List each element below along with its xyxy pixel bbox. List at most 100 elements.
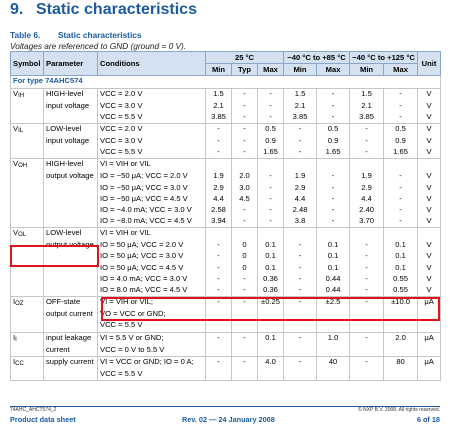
type-row: For type 74AHC574: [9, 75, 442, 89]
parameter-cell: input voltage: [43, 135, 98, 148]
unit-cell: V: [417, 111, 442, 124]
header-min: Min: [349, 63, 385, 77]
header-symbol: Symbol: [10, 50, 44, 77]
unit-cell: V: [417, 251, 442, 263]
symbol: I: [13, 356, 16, 366]
min-125-cell: -: [349, 147, 385, 159]
max-125-cell: -: [383, 171, 419, 183]
min-125-cell: 4.4: [349, 193, 385, 205]
min-85-cell: 1.9: [283, 171, 318, 183]
header-max: Max: [316, 63, 351, 77]
symbol-cell: VOH: [10, 158, 44, 172]
min-85-cell: 2.48: [283, 204, 318, 217]
symbol-cell: [10, 204, 44, 217]
symbol-cell: VOL: [10, 227, 44, 241]
max-25-cell: -: [257, 100, 285, 112]
header-max: Max: [383, 63, 419, 77]
section-heading: 9. Static characteristics: [10, 1, 197, 19]
max-125-cell: 2.0: [383, 331, 419, 345]
header-row-1: Symbol Parameter Conditions 25 °C −40 °C…: [10, 50, 442, 77]
conditions-cell: IO = 50 μA; VCC = 4.5 V: [97, 262, 206, 274]
symbol-subscript: OH: [18, 163, 28, 170]
symbol-cell: [10, 262, 44, 274]
unit-cell: V: [417, 171, 442, 183]
symbol: V: [13, 228, 19, 238]
symbol-cell: ICC: [10, 355, 44, 369]
min-25-cell: 3.94: [205, 216, 232, 228]
symbol-cell: [10, 100, 44, 112]
parameter-cell: [43, 216, 98, 228]
max-125-cell: 0.55: [383, 273, 419, 285]
conditions-cell: VI = VIH or VIL;: [97, 296, 206, 310]
min-25-cell: -: [205, 273, 232, 285]
table-row: input voltage VCC = 3.0 V 2.1- -2.1-2.1- V: [10, 100, 442, 112]
max-25-cell: -: [257, 182, 285, 194]
typ-25-cell: -: [231, 331, 258, 345]
footer-page-number: 6 of 18: [416, 415, 440, 424]
table-row: output voltage IO = −50 μA; VCC = 2.0 V 1.…: [10, 171, 442, 183]
header-unit: Unit: [417, 50, 442, 77]
unit-cell: [417, 344, 442, 357]
conditions-cell: VI = VIH or VIL: [97, 227, 206, 241]
typ-25-cell: -: [231, 111, 258, 124]
min-85-cell: [283, 227, 318, 241]
min-85-cell: 3.8: [283, 216, 318, 228]
max-85-cell: -: [316, 171, 351, 183]
unit-cell: V: [417, 182, 442, 194]
min-125-cell: 2.9: [349, 182, 385, 194]
symbol-subscript: CC: [15, 360, 24, 367]
min-85-cell: -: [283, 240, 318, 252]
min-25-cell: [205, 344, 232, 357]
symbol: V: [13, 123, 19, 133]
min-125-cell: [349, 320, 385, 333]
doc-id: 74AHC_AHCT574_2: [10, 407, 57, 413]
typ-25-cell: 0: [231, 251, 258, 263]
max-85-cell: 0.44: [316, 285, 351, 297]
min-25-cell: 2.58: [205, 204, 232, 217]
min-125-cell: -: [349, 122, 385, 136]
min-125-cell: 2.1: [349, 100, 385, 112]
symbol-cell: [10, 171, 44, 183]
conditions-cell: VCC = 5.5 V: [97, 147, 206, 159]
min-25-cell: [205, 309, 232, 321]
min-125-cell: [349, 368, 385, 381]
min-85-cell: -: [283, 262, 318, 274]
min-25-cell: 3.85: [205, 111, 232, 124]
unit-cell: V: [417, 87, 442, 101]
max-125-cell: -: [383, 100, 419, 112]
typ-25-cell: [231, 344, 258, 357]
symbol-subscript: I: [15, 336, 17, 343]
max-25-cell: 1.65: [257, 147, 285, 159]
typ-25-cell: -: [231, 296, 258, 310]
conditions-cell: VCC = 5.5 V: [97, 111, 206, 124]
symbol-subscript: IL: [18, 127, 24, 134]
max-125-cell: 0.55: [383, 285, 419, 297]
typ-25-cell: 4.5: [231, 193, 258, 205]
conditions-cell: IO = 50 μA; VCC = 3.0 V: [97, 251, 206, 263]
parameter-cell: output voltage: [43, 171, 98, 183]
max-85-cell: 0.1: [316, 251, 351, 263]
min-85-cell: [283, 368, 318, 381]
symbol-cell: [10, 147, 44, 159]
symbol-subscript: OL: [18, 232, 27, 239]
min-125-cell: 3.85: [349, 111, 385, 124]
parameter-cell: input voltage: [43, 100, 98, 112]
min-85-cell: -: [283, 135, 318, 148]
conditions-cell: IO = −50 μA; VCC = 3.0 V: [97, 182, 206, 194]
min-25-cell: 1.5: [205, 87, 232, 101]
min-125-cell: [349, 158, 385, 172]
min-25-cell: -: [205, 240, 232, 252]
table-row: VIH HIGH-level VCC = 2.0 V 1.5- -1.5-1.5- V: [10, 87, 442, 101]
conditions-cell: IO = 4.0 mA; VCC = 3.0 V: [97, 273, 206, 285]
parameter-cell: [43, 111, 98, 124]
typ-25-cell: -: [231, 355, 258, 369]
max-25-cell: 0.1: [257, 331, 285, 345]
table-row: VIL LOW-level VCC = 2.0 V - -0.5-0.5-0.5 V: [10, 122, 442, 136]
typ-25-cell: 2.0: [231, 171, 258, 183]
typ-25-cell: -: [231, 147, 258, 159]
header-max: Max: [256, 63, 285, 77]
header-25c: 25 °C: [204, 50, 285, 65]
max-25-cell: -: [257, 171, 285, 183]
max-85-cell: 0.1: [316, 240, 351, 252]
symbol-cell: VIH: [10, 87, 44, 101]
